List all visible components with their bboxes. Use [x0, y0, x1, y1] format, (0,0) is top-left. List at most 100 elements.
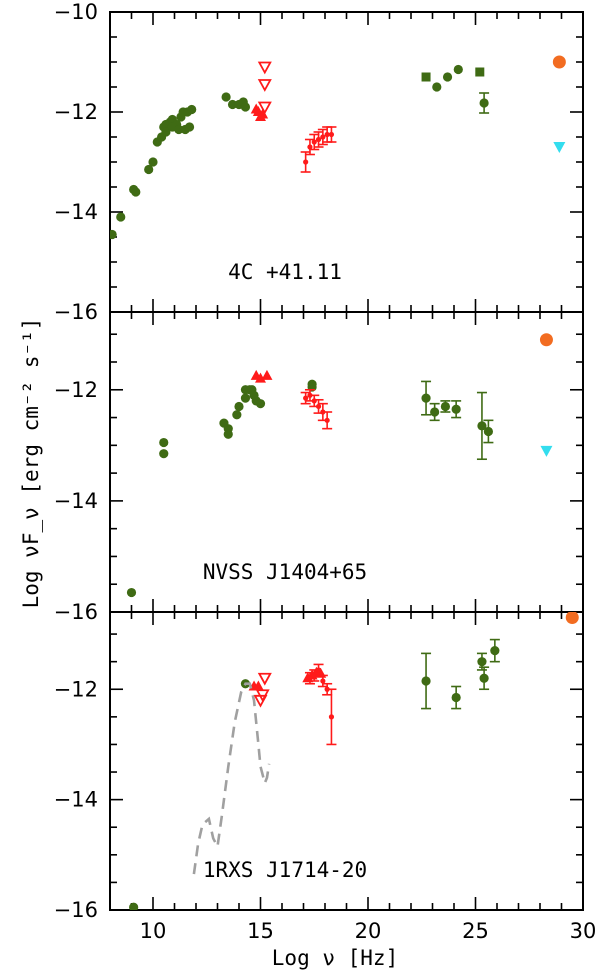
- data-point: [234, 401, 244, 412]
- y-tick-label: −12: [54, 100, 98, 124]
- data-point: [324, 131, 330, 138]
- data-point: [257, 108, 269, 119]
- data-point: [430, 407, 440, 417]
- data-point: [223, 429, 233, 439]
- upper-limit: [553, 142, 566, 153]
- data-point: [311, 139, 317, 145]
- data-point: [148, 157, 158, 167]
- data-point: [252, 680, 264, 691]
- data-point: [421, 676, 431, 686]
- x-tick-label: 20: [355, 919, 382, 943]
- x-tick-label: 10: [140, 919, 167, 943]
- data-point: [307, 144, 313, 150]
- x-tick-label: 30: [570, 919, 597, 943]
- panel-2: −12 −14 −16 NVSS J1404+65: [54, 311, 584, 624]
- data-point: [440, 401, 450, 412]
- data-point: [240, 102, 251, 112]
- data-point: [479, 673, 489, 683]
- data-point: [232, 410, 242, 420]
- data-point: [255, 399, 266, 409]
- y-tick-label: −16: [54, 898, 98, 922]
- data-layer: [110, 55, 566, 240]
- data-point: [477, 421, 487, 431]
- x-tick-label: 15: [247, 919, 274, 943]
- data-point: [315, 403, 322, 410]
- gamma-point: [539, 333, 553, 347]
- data-point: [451, 692, 461, 703]
- upper-limit: [257, 61, 272, 75]
- panels: −10 −12 −14 −16 4C +41.11 −12 −14 −16 NVSS J1404…: [54, 0, 597, 943]
- y-tick-label: −16: [54, 600, 98, 624]
- panel-label: 4C +41.11: [228, 260, 342, 284]
- data-point: [315, 667, 322, 673]
- panel-frame: [109, 11, 584, 313]
- model-curve: [192, 682, 271, 875]
- data-point: [159, 437, 169, 448]
- data-point: [250, 103, 262, 114]
- data-point: [479, 98, 489, 108]
- data-point: [320, 678, 326, 684]
- data-point: [261, 369, 273, 380]
- data-point: [307, 675, 313, 681]
- panel-label: 1RXS J1714-20: [203, 858, 367, 882]
- data-point: [432, 82, 442, 92]
- y-axis-title: Log νF_ν [erg cm⁻² s⁻¹]: [19, 318, 43, 609]
- y-tick-label: −14: [54, 489, 98, 513]
- data-point: [227, 99, 238, 110]
- data-point: [255, 372, 266, 383]
- data-point: [110, 229, 117, 240]
- data-point: [159, 449, 169, 459]
- data-point: [174, 124, 184, 135]
- upper-limit: [540, 445, 553, 457]
- data-layer: [129, 612, 579, 910]
- gamma-point: [552, 55, 566, 69]
- data-point: [475, 67, 485, 77]
- data-layer: [126, 333, 553, 598]
- y-tick-label: −10: [54, 0, 98, 24]
- data-point: [421, 393, 431, 403]
- data-point: [315, 136, 322, 143]
- data-point: [453, 64, 463, 75]
- data-point: [421, 72, 431, 82]
- data-point: [328, 714, 335, 720]
- y-tick-label: −12: [54, 378, 98, 402]
- data-point: [324, 417, 330, 423]
- panel-label: NVSS J1404+65: [203, 560, 367, 584]
- data-point: [221, 92, 231, 102]
- y-tick-label: −14: [54, 788, 98, 812]
- upper-limit: [257, 672, 272, 686]
- data-point: [144, 164, 154, 175]
- data-point: [303, 159, 309, 165]
- panel-1: −10 −12 −14 −16 4C +41.11: [54, 0, 584, 324]
- upper-limit: [253, 694, 268, 708]
- data-point: [184, 122, 195, 132]
- data-point: [328, 131, 335, 138]
- y-tick-label: −12: [54, 677, 98, 701]
- data-point: [129, 902, 139, 910]
- x-axis-title: Log ν [Hz]: [272, 946, 398, 970]
- gamma-point: [565, 612, 579, 625]
- data-point: [131, 187, 141, 197]
- data-point: [126, 587, 137, 598]
- data-point: [451, 404, 461, 414]
- data-point: [490, 646, 500, 656]
- data-point: [442, 72, 453, 82]
- y-tick-label: −14: [54, 200, 98, 224]
- data-point: [483, 426, 493, 437]
- upper-limit: [257, 101, 272, 115]
- data-point: [477, 657, 487, 667]
- data-point: [249, 390, 259, 400]
- data-point: [116, 212, 126, 222]
- data-point: [303, 395, 309, 401]
- data-point: [240, 385, 251, 395]
- y-tick-label: −16: [54, 300, 98, 324]
- data-point: [240, 393, 251, 403]
- data-point: [161, 127, 171, 137]
- x-tick-labels: 10 15 20 25 30: [140, 919, 597, 943]
- data-point: [320, 134, 326, 140]
- panel-3: −12 −14 −16 1RXS J1714-20: [54, 611, 584, 922]
- x-tick-label: 25: [462, 919, 489, 943]
- upper-limit: [257, 79, 272, 92]
- data-point: [187, 104, 197, 115]
